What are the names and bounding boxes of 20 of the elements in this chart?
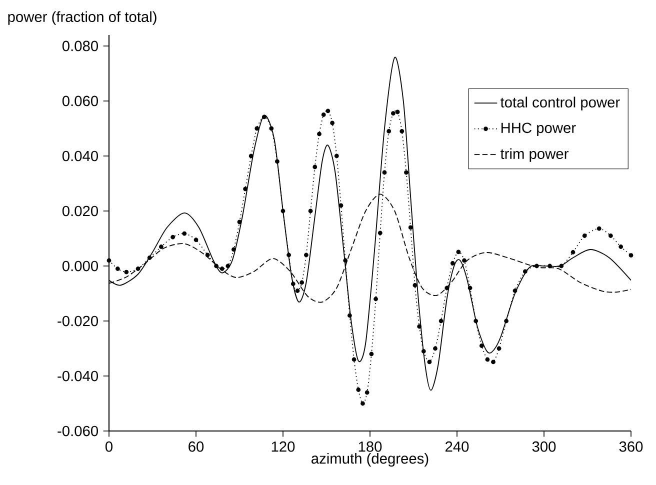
y-tick-label: -0.020 [58,316,98,326]
y-tick-label: 0.080 [62,40,98,52]
y-tick-label: -0.040 [58,370,98,382]
y-tick-label: 0.020 [62,206,98,216]
y-tick-label: -0.060 [58,426,98,436]
y-tick-label: 0.060 [62,96,98,106]
y-tick-label: 0.000 [62,260,98,272]
x-tick-label: 60 [188,441,204,452]
x-tick-label: 240 [446,441,469,452]
x-tick-label: 300 [532,441,556,452]
x-tick-label: 180 [358,441,382,452]
legend-label: trim power [500,148,568,162]
legend-label: HHC power [501,122,576,136]
x-axis-title: azimuth (degrees) [312,452,428,467]
y-axis-title: power (fraction of total) [8,11,156,25]
x-tick-label: 120 [272,441,295,452]
legend-label: total control power [500,96,620,110]
y-tick-label: 0.040 [62,150,98,162]
x-tick-label: 0 [105,441,112,452]
x-tick-label: 360 [619,441,643,452]
